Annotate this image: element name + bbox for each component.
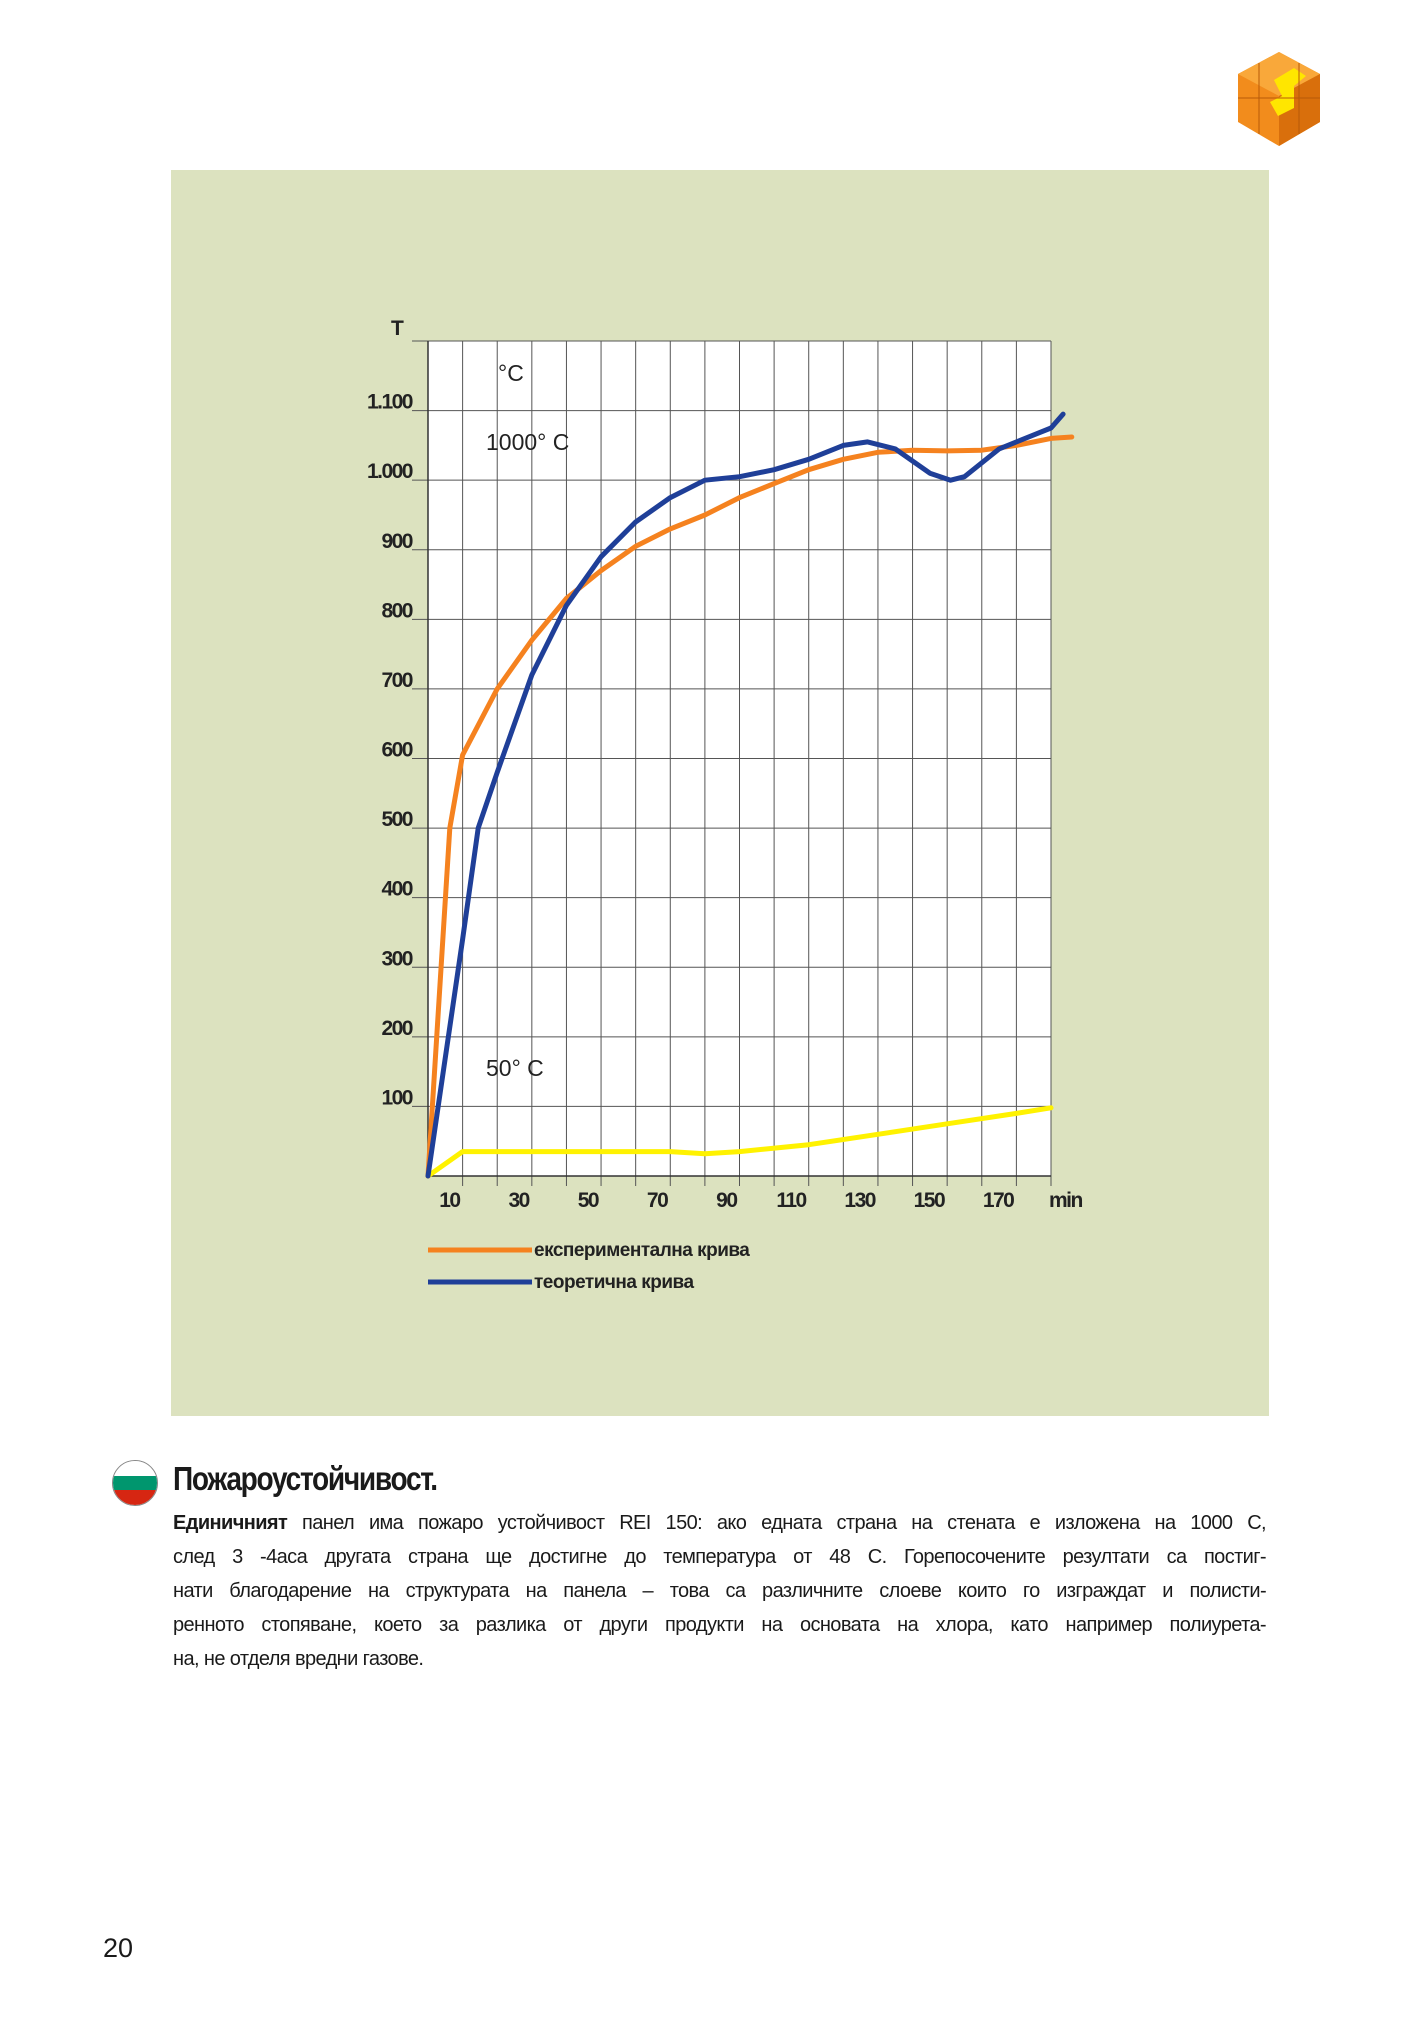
y-tick-label: 500 — [381, 808, 412, 831]
page-number: 20 — [103, 1933, 134, 1963]
y-tick-label: 600 — [381, 739, 412, 762]
y-tick-label: 900 — [381, 530, 412, 553]
series-line-0 — [425, 434, 1075, 1179]
x-tick-label: 130 — [844, 1189, 875, 1212]
y-tick-label: 1.100 — [367, 391, 413, 414]
series-line-2 — [425, 1105, 1054, 1179]
x-tick-label: 70 — [647, 1189, 668, 1212]
annotation-1000: 1000° C — [486, 429, 569, 455]
unit-label: °C — [498, 360, 524, 386]
body-text: Единичният панел има пожаро устойчивост … — [173, 1506, 1267, 1676]
legend-label: експериментална крива — [534, 1240, 750, 1261]
x-unit-label: min — [1049, 1189, 1083, 1212]
body-line: нати благодарение на структурата на пане… — [173, 1580, 1267, 1602]
legend-label: теоретична крива — [534, 1272, 694, 1293]
x-tick-label: 50 — [578, 1189, 599, 1212]
lead-word: Единичният — [173, 1512, 288, 1534]
y-tick-label: 100 — [381, 1086, 412, 1109]
body-line: на, не отделя вредни газове. — [173, 1648, 424, 1670]
x-tick-label: 90 — [716, 1189, 737, 1212]
annotation-50: 50° C — [486, 1055, 544, 1081]
y-tick-label: 1.000 — [367, 460, 413, 483]
body-line: Единичният панел има пожаро устойчивост … — [173, 1512, 1267, 1534]
x-tick-label: 150 — [914, 1189, 945, 1212]
y-tick-label: 400 — [381, 878, 412, 901]
series-line-1 — [425, 411, 1066, 1179]
chart-panel: 100 200 300 400 500 600 700 800 900 1.000 1.100 10 3… — [171, 170, 1269, 1416]
section-heading: Пожароустойчивост. — [173, 1460, 438, 1497]
x-tick-label: 10 — [439, 1189, 460, 1212]
y-tick-label: 700 — [381, 669, 412, 692]
x-tick-label: 170 — [983, 1189, 1014, 1212]
y-tick-label: 200 — [381, 1017, 412, 1040]
bulgarian-flag-icon — [112, 1460, 158, 1506]
cube-logo-icon — [1234, 50, 1324, 155]
x-tick-label: 110 — [776, 1189, 806, 1212]
y-axis-title: T — [391, 317, 404, 340]
temperature-chart: 100 200 300 400 500 600 700 800 900 1.000 1.100 10 3… — [367, 317, 1084, 1293]
x-tick-label: 30 — [508, 1189, 529, 1212]
y-tick-label: 800 — [381, 599, 412, 622]
body-line: ренното стопяване, което за разлика от д… — [173, 1614, 1267, 1636]
y-tick-label: 300 — [381, 947, 412, 970]
body-line: след 3 -4аса другата страна ще достигне … — [173, 1546, 1267, 1568]
